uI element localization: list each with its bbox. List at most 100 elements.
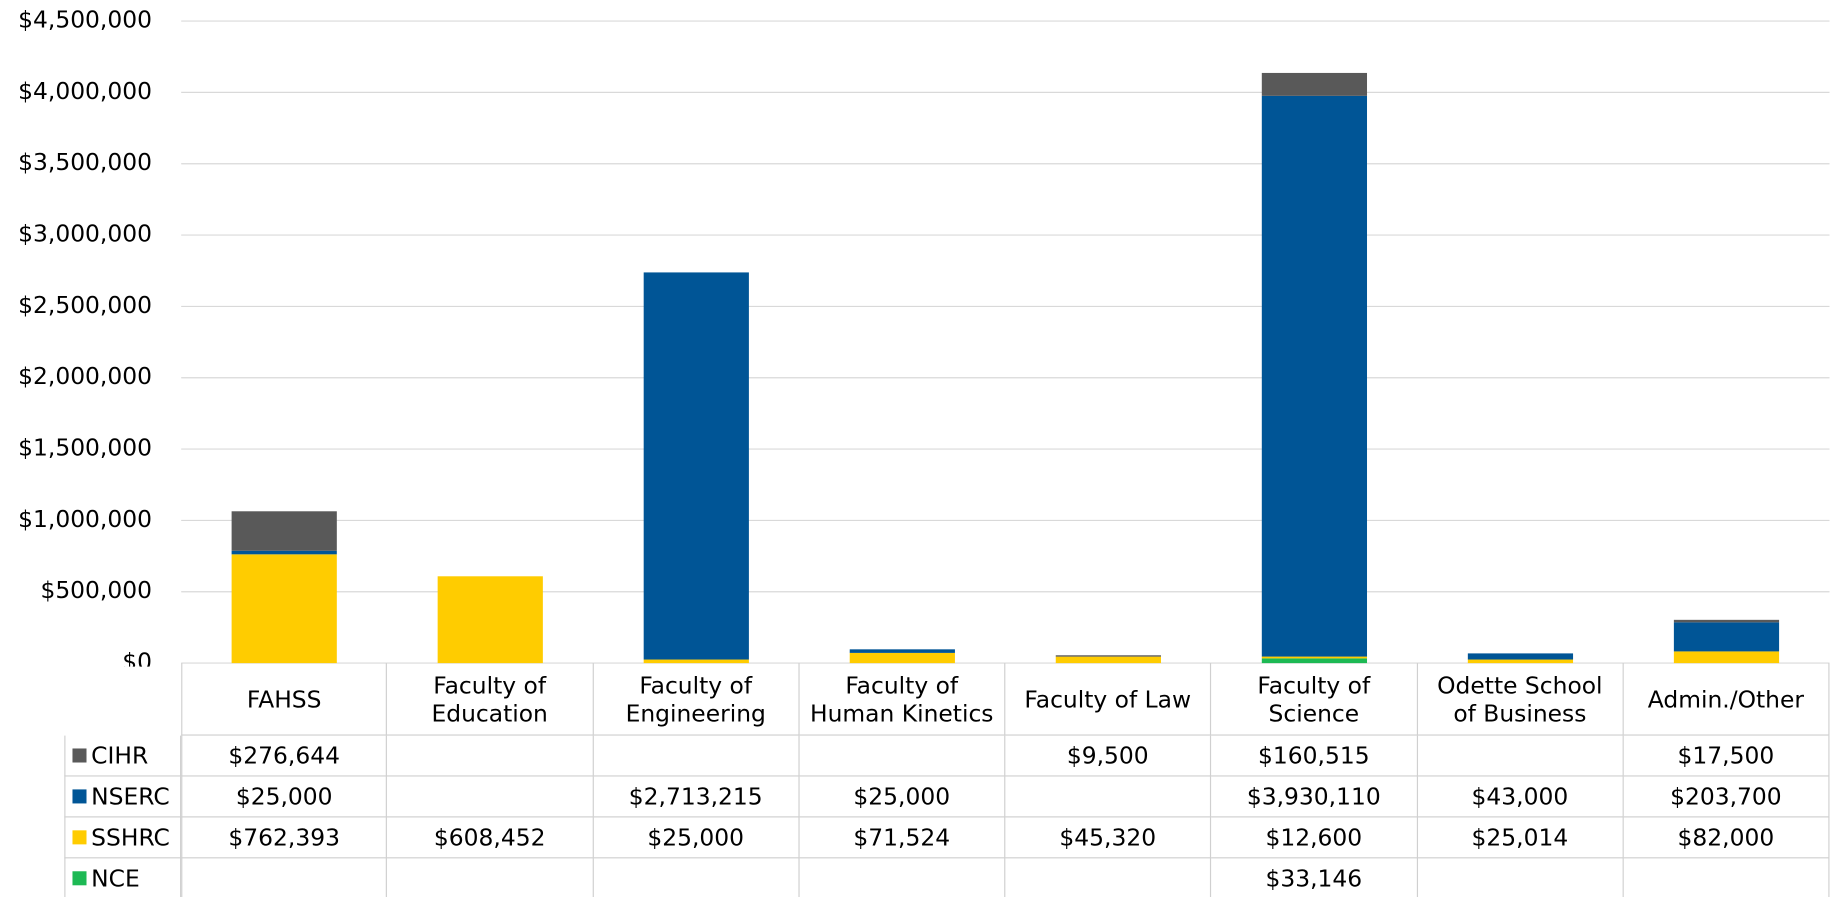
table-cell [799, 735, 1006, 777]
data-label: $3,930,110 [1246, 782, 1381, 811]
bar-segment [1261, 658, 1368, 664]
y-tick-label: $3,000,000 [18, 220, 152, 248]
bar-segment [1673, 619, 1780, 623]
table-cell: $160,515 [1211, 735, 1418, 777]
table-cell [387, 776, 594, 818]
data-label: $160,515 [1258, 741, 1370, 770]
data-label: $203,700 [1670, 782, 1782, 811]
legend-label: SSHRC [91, 823, 170, 852]
data-label: $9,500 [1066, 741, 1149, 770]
plot-area: $0 $500,000 $1,000,000 $1,500,000 $2,000,000… [18, 6, 1830, 667]
category-label: FAHSS [181, 663, 388, 736]
table-cell: $203,700 [1623, 776, 1830, 818]
table-cell: $25,000 [181, 776, 388, 818]
table-cell [799, 858, 1006, 897]
bar-segment [1261, 656, 1368, 659]
data-label: $45,320 [1059, 823, 1157, 852]
data-label: $25,000 [853, 782, 951, 811]
data-label: $276,644 [228, 741, 340, 770]
legend-swatch [72, 748, 87, 763]
table-cell: $9,500 [1005, 735, 1212, 777]
table-cell: $33,146 [1211, 858, 1418, 897]
table-cell [1005, 776, 1212, 818]
table-cell: $17,500 [1623, 735, 1830, 777]
data-label: $82,000 [1677, 823, 1775, 852]
legend-entry: CIHR [64, 735, 182, 777]
data-label: $608,452 [433, 823, 546, 852]
table-cell: $762,393 [181, 817, 388, 859]
table-cell [387, 735, 594, 777]
bar-segment [1673, 622, 1780, 652]
y-tick-label: $1,000,000 [18, 505, 152, 533]
table-cell [1005, 858, 1212, 897]
data-label: $25,000 [235, 782, 333, 811]
y-tick-label: $4,000,000 [18, 77, 152, 105]
bar-segment [1467, 653, 1574, 660]
y-tick-label: $500,000 [40, 576, 152, 604]
data-label: $71,524 [853, 823, 951, 852]
legend-swatch [72, 789, 87, 804]
bar-segment [1673, 651, 1780, 664]
bar-segment [231, 554, 337, 664]
y-tick-label: $1,500,000 [18, 434, 152, 462]
legend-label: NCE [91, 864, 140, 893]
y-tick-label: $0 [122, 648, 152, 667]
category-label: Odette School of Business [1417, 663, 1624, 736]
table-cell [387, 858, 594, 897]
table-cell: $3,930,110 [1211, 776, 1418, 818]
bar-segment [849, 652, 955, 664]
table-cell: $43,000 [1417, 776, 1624, 818]
legend-entry: NSERC [64, 776, 182, 818]
category-label: Faculty of Engineering [593, 663, 800, 736]
table-cell [1623, 858, 1830, 897]
table-cell [1417, 735, 1624, 777]
data-label: $33,146 [1265, 864, 1363, 893]
bar-segment [849, 649, 955, 653]
table-cell: $25,000 [593, 817, 800, 859]
category-label: Faculty of Human Kinetics [799, 663, 1006, 736]
table-cell: $276,644 [181, 735, 388, 777]
table-cell: $12,600 [1211, 817, 1418, 859]
legend-label: CIHR [91, 741, 149, 770]
data-label: $43,000 [1471, 782, 1569, 811]
data-label: $12,600 [1265, 823, 1363, 852]
bar-segment [437, 576, 543, 664]
data-label: $762,393 [228, 823, 340, 852]
legend-label: NSERC [91, 782, 170, 811]
bar-segment [1261, 72, 1368, 96]
table-cell: $608,452 [387, 817, 594, 859]
legend-entry: NCE [64, 858, 182, 897]
table-cell [1417, 858, 1624, 897]
table-cell [593, 735, 800, 777]
category-label: Faculty of Law [1005, 663, 1212, 736]
table-cell: $25,014 [1417, 817, 1624, 859]
y-tick-label: $2,500,000 [18, 291, 152, 319]
y-tick-label: $3,500,000 [18, 148, 152, 176]
category-label: Faculty of Science [1211, 663, 1418, 736]
y-tick-label: $2,000,000 [18, 362, 152, 390]
legend-swatch [72, 830, 87, 845]
bar-segment [1261, 95, 1368, 657]
table-cell: $82,000 [1623, 817, 1830, 859]
data-label: $25,000 [647, 823, 745, 852]
bar-segment [643, 659, 749, 664]
table-cell [181, 858, 388, 897]
table-cell: $45,320 [1005, 817, 1212, 859]
table-cell: $71,524 [799, 817, 1006, 859]
bar-segment [643, 272, 749, 660]
table-cell: $2,713,215 [593, 776, 800, 818]
legend-entry: SSHRC [64, 817, 182, 859]
data-label: $17,500 [1677, 741, 1775, 770]
bar-segment [1467, 659, 1574, 664]
category-label: Faculty of Education [387, 663, 594, 736]
bar-segment [1055, 655, 1161, 657]
category-label: Admin./Other [1623, 663, 1830, 736]
data-label: $2,713,215 [628, 782, 763, 811]
table-cell: $25,000 [799, 776, 1006, 818]
y-tick-label: $4,500,000 [18, 6, 152, 34]
legend-swatch [72, 871, 87, 886]
data-label: $25,014 [1471, 823, 1569, 852]
bar-segment [231, 550, 337, 555]
table-cell [593, 858, 800, 897]
